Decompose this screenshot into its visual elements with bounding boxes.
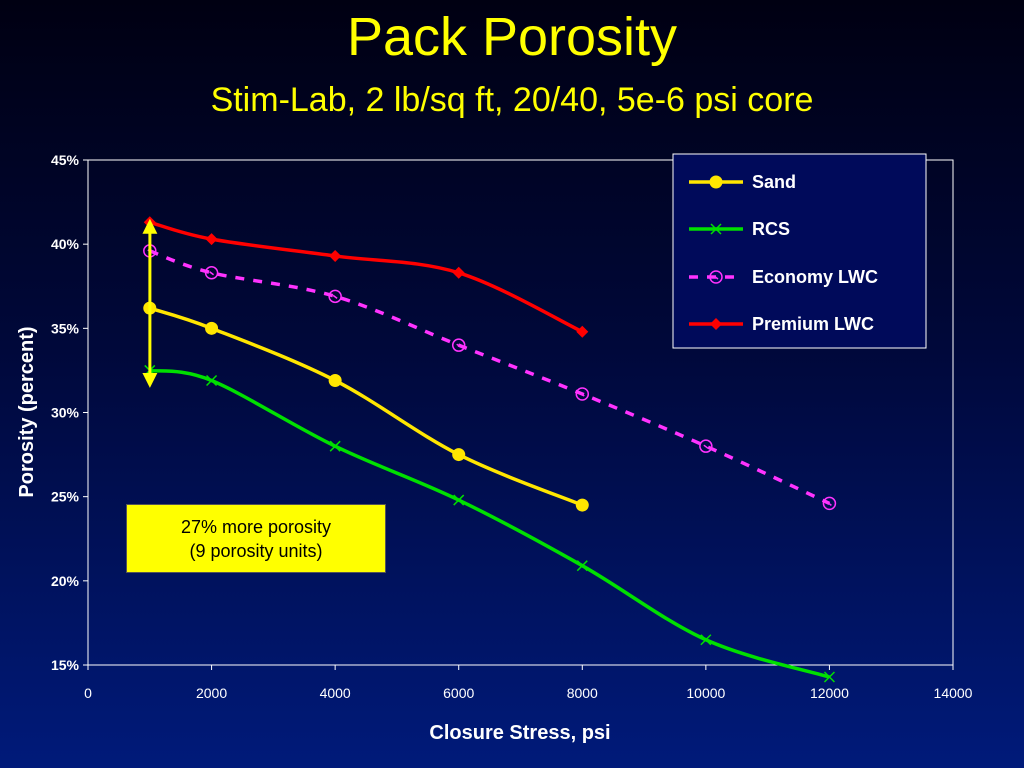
annotation-line-1: 27% more porosity <box>180 516 332 537</box>
legend-label: Sand <box>752 172 796 192</box>
x-tick-label: 10000 <box>686 685 725 701</box>
data-point <box>700 634 712 646</box>
data-point <box>575 498 589 512</box>
data-point <box>328 374 342 388</box>
data-point <box>822 496 837 511</box>
data-point <box>329 440 341 452</box>
x-tick-label: 6000 <box>443 685 474 701</box>
y-tick-label: 45% <box>51 152 80 168</box>
y-tick-label: 30% <box>51 405 80 421</box>
y-tick-label: 20% <box>51 573 80 589</box>
data-point <box>204 266 219 280</box>
data-point <box>699 439 713 453</box>
data-point <box>451 338 466 352</box>
x-tick-label: 14000 <box>934 685 973 701</box>
legend-label: RCS <box>752 219 790 239</box>
data-point <box>328 289 342 304</box>
legend-label: Premium LWC <box>752 314 874 334</box>
data-point <box>575 387 590 401</box>
legend-item-economy-lwc: Economy LWC <box>689 267 878 287</box>
annotation-line-2: (9 porosity units) <box>189 540 323 561</box>
x-tick-label: 2000 <box>196 685 227 701</box>
x-tick-label: 12000 <box>810 685 849 701</box>
legend-marker <box>709 270 723 284</box>
legend-marker <box>709 175 723 189</box>
legend-item-premium-lwc: Premium LWC <box>689 314 874 334</box>
data-point <box>576 325 589 338</box>
annotation-box: 27% more porosity (9 porosity units) <box>126 504 386 573</box>
data-point <box>452 266 465 279</box>
data-point <box>206 374 218 387</box>
legend-item-rcs: RCS <box>689 219 790 239</box>
series-line <box>149 306 583 507</box>
series-premium-lwc <box>143 216 589 338</box>
data-point <box>205 321 219 335</box>
y-tick-label: 40% <box>51 236 80 252</box>
legend-item-sand: Sand <box>689 172 796 192</box>
y-axis: 15% 20% 25% 30% 35% 40% 45% <box>51 152 88 673</box>
x-axis: 0 2000 4000 6000 8000 10000 12000 14000 <box>84 665 973 701</box>
legend-marker <box>710 318 722 330</box>
y-tick-label: 25% <box>51 489 80 505</box>
data-point <box>453 494 465 506</box>
data-point <box>576 560 588 572</box>
legend-marker <box>710 223 722 235</box>
data-point <box>452 448 466 462</box>
legend-label: Economy LWC <box>752 267 878 287</box>
x-axis-title: Closure Stress, psi <box>429 722 610 744</box>
y-tick-label: 15% <box>51 657 80 673</box>
data-point <box>823 671 835 683</box>
series-sand <box>143 301 589 512</box>
x-tick-label: 4000 <box>320 685 351 701</box>
legend: Sand RCS Economy LWC Premium LWC <box>672 153 927 349</box>
data-point <box>205 233 218 246</box>
x-tick-label: 0 <box>84 685 92 701</box>
y-tick-label: 35% <box>51 320 80 336</box>
x-tick-label: 8000 <box>567 685 598 701</box>
y-axis-title: Porosity (percent) <box>16 326 38 497</box>
data-point <box>329 249 342 262</box>
slide-title: Pack Porosity <box>346 7 678 67</box>
slide-subtitle: Stim-Lab, 2 lb/sq ft, 20/40, 5e-6 psi co… <box>210 81 814 119</box>
